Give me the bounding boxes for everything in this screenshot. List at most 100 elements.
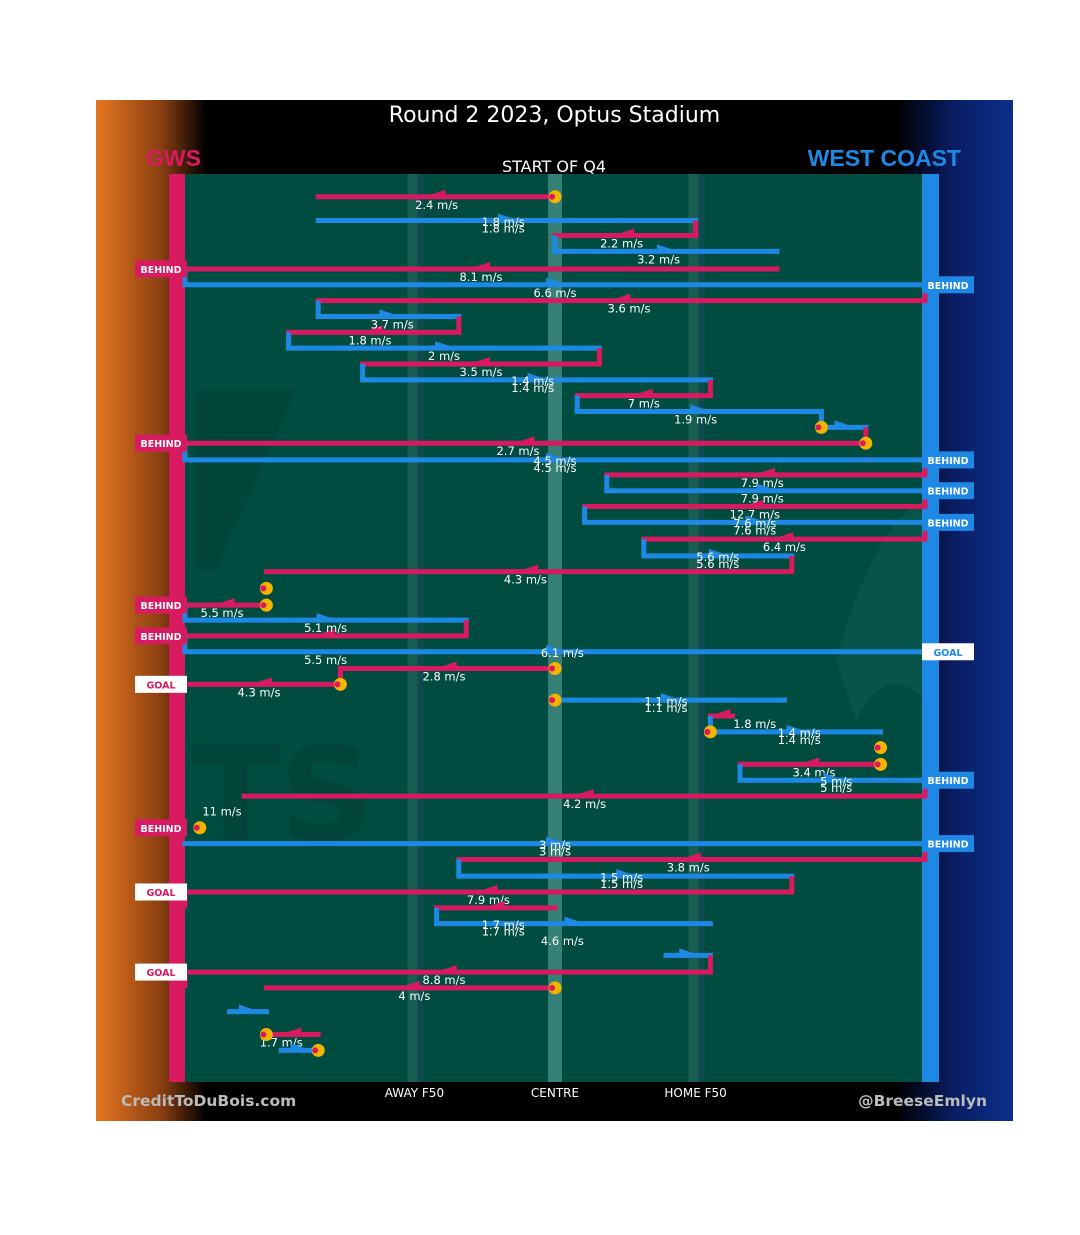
series-1-arrow-12 [316,613,335,622]
speed-label: 1.8 m/s [482,215,525,229]
speed-label: 1.5 m/s [600,877,643,891]
speed-label: 4 m/s [398,989,430,1003]
speed-label: 4.3 m/s [237,685,280,699]
series-1-arrow-14 [660,693,679,702]
west-coast-outcome-badge [922,276,974,294]
speed-label: 3.5 m/s [459,365,502,379]
chart-frame: TS START OF Q4 AWAY F50 CENTRE HOME F50 2.4 m… [96,100,1013,1121]
speed-label: 1.4 m/s [511,374,554,388]
series-1-arrow-8 [546,452,564,461]
series-1-arrow-9 [756,483,775,492]
home-team-label: GWS [146,145,201,171]
outcome-label: BEHIND [927,487,968,498]
outcome-label: GOAL [146,968,175,979]
speed-label: 8.8 m/s [422,973,465,987]
outcome-label: BEHIND [140,824,181,835]
series-0-arrow-9 [745,499,764,508]
outcome-label: BEHIND [927,456,968,467]
speed-label: 1.7 m/s [482,918,525,932]
speed-label: 1.8 m/s [733,717,776,731]
speed-label: 5 m/s [820,781,852,795]
speed-label: 2.2 m/s [600,237,643,251]
away-team-label: WEST COAST [807,145,961,171]
series-0-arrow-19 [682,852,701,861]
stoppage-marker-inner [859,440,866,447]
speed-label: 7.9 m/s [741,476,784,490]
series-1-arrow-17 [546,836,564,845]
series-1-arrow-0 [497,213,516,222]
speed-label: 1.8 m/s [348,333,391,347]
speed-label: 5.1 m/s [304,621,347,635]
gws-outcome-badge [135,963,187,981]
series-1-arrow-13 [546,644,564,653]
outcome-label: BEHIND [927,840,968,851]
gws-outcome-badge [135,596,187,614]
speed-label: 5.5 m/s [304,653,347,667]
outcome-label: GOAL [146,888,175,899]
stoppage-marker-inner [549,665,555,672]
speed-label: 6.6 m/s [533,286,576,300]
series-1-arrow-5 [527,372,546,381]
west-coast-outcome-badge [922,513,974,531]
speed-label: 7.6 m/s [733,523,776,537]
stoppage-marker-inner [549,697,555,704]
speed-label: 1.4 m/s [511,381,554,395]
stoppage-marker-inner [549,193,555,200]
speed-label: 6.1 m/s [541,646,584,660]
speed-label: 3.2 m/s [637,252,680,266]
speed-label: 4.5 m/s [533,461,576,475]
series-0-arrow-1 [616,228,635,237]
series-0-arrow-11 [520,564,539,573]
zone-line-1 [548,174,562,1082]
speed-label: 3.6 m/s [607,302,650,316]
series-1-arrow-15 [786,724,805,733]
speed-label: 4.3 m/s [504,573,547,587]
series-0-arrow-17 [801,757,820,766]
series-0-arrow-10 [775,532,794,541]
series-0-arrow-13 [316,628,335,637]
gws-outcome-badge [135,627,187,645]
outcome-label: BEHIND [927,776,968,787]
series-0-arrow-7 [516,436,535,445]
series-1-arrow-4 [435,341,453,350]
stoppage-marker-inner [260,1031,267,1038]
speed-label: 2.4 m/s [415,198,458,212]
speed-label: 6.4 m/s [763,540,806,554]
gws-outcome-badge [135,675,187,693]
outcome-label: BEHIND [927,518,968,529]
stoppage-marker-inner [260,602,267,609]
speed-label: 7.9 m/s [741,492,784,506]
stoppage-marker-inner [815,424,822,431]
west-coast-outcome-badge [922,643,974,661]
speed-label: 1.7 m/s [482,925,525,939]
speed-label: 12.7 m/s [730,508,780,522]
credit-right: @BreeseEmlyn [858,1092,987,1110]
speed-label: 8.1 m/s [459,270,502,284]
series-1-arrow-3 [379,309,398,318]
stoppage-marker-inner [704,728,711,735]
stoppage-marker-inner [874,744,881,751]
speed-label: 1.9 m/s [674,413,717,427]
speed-label: 3 m/s [539,845,571,859]
gws-outcome-badge [135,434,187,452]
series-1-arrow-1 [657,244,675,253]
series-1-arrow-16 [823,773,842,782]
outcome-label: BEHIND [140,439,181,450]
gws-outcome-badge [135,883,187,901]
speed-label: 5.6 m/s [696,557,739,571]
series-0-arrow-12 [216,598,235,607]
speed-label: 2.7 m/s [496,444,539,458]
series-0-arrow-2 [472,261,490,270]
series-1-arrow-21 [238,1004,257,1013]
series-0-arrow-16 [712,709,731,717]
series-0-arrow-4 [364,325,383,334]
series-0-arrow-18 [575,789,594,798]
speed-label: 4.5 m/s [533,454,576,468]
series-1-arrow-22 [290,1043,309,1052]
speed-label: 1.4 m/s [778,733,821,747]
stoppage-marker [311,1043,325,1057]
series-0-arrow-24 [283,1027,302,1036]
gws-outcome-badge [135,819,187,837]
series-1-arrow-18 [616,869,635,878]
